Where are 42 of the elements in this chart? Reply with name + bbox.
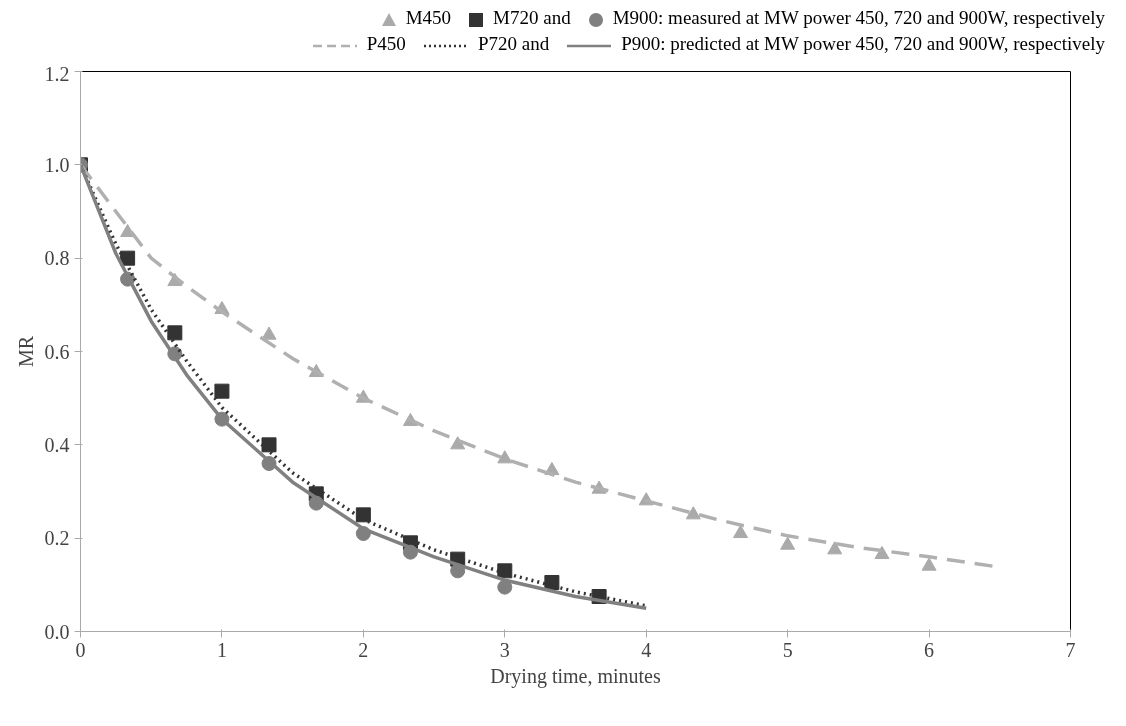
legend-item: M720 and bbox=[451, 7, 571, 28]
point bbox=[450, 436, 466, 450]
x-tick-label: 0 bbox=[75, 638, 86, 661]
legend-label: M720 and bbox=[493, 7, 571, 28]
point bbox=[497, 450, 513, 464]
point bbox=[261, 326, 277, 340]
legend-item: P720 and bbox=[405, 33, 550, 54]
legend-item: M450 bbox=[363, 7, 452, 28]
legend-label: P450 bbox=[366, 33, 406, 54]
y-tick-label: 1.2 bbox=[44, 62, 70, 85]
y-tick-label: 0.2 bbox=[44, 527, 70, 550]
legend-item: P450 bbox=[294, 33, 406, 54]
legend-item: M900: measured at MW power 450, 720 and 900W, respectively bbox=[570, 7, 1105, 28]
legend-label: P720 and bbox=[477, 33, 550, 54]
point bbox=[167, 325, 183, 341]
y-tick-label: 0.4 bbox=[44, 433, 70, 456]
x-tick-label: 3 bbox=[499, 638, 510, 661]
point bbox=[874, 545, 890, 560]
point bbox=[780, 536, 796, 550]
y-tick-label: 0.0 bbox=[44, 620, 70, 643]
point bbox=[921, 557, 937, 571]
point bbox=[497, 579, 513, 595]
x-tick-label: 6 bbox=[924, 638, 935, 661]
y-axis-title: MR bbox=[14, 335, 37, 368]
point bbox=[544, 575, 560, 590]
legend-item: P900: predicted at MW power 450, 720 and 900W, respectively bbox=[549, 33, 1105, 54]
y-tick-label: 0.6 bbox=[44, 340, 70, 363]
point bbox=[355, 507, 371, 523]
x-tick-label: 4 bbox=[641, 638, 652, 661]
legend-label: M450 bbox=[405, 7, 452, 28]
x-tick-label: 5 bbox=[782, 638, 793, 661]
point bbox=[261, 437, 277, 453]
point bbox=[685, 506, 701, 520]
y-tick-label: 1.0 bbox=[44, 153, 70, 176]
point bbox=[214, 383, 230, 399]
x-tick-label: 1 bbox=[216, 638, 227, 661]
point bbox=[733, 524, 749, 539]
point bbox=[827, 541, 843, 555]
y-tick-label: 0.8 bbox=[44, 247, 70, 270]
x-axis-title: Drying time, minutes bbox=[490, 664, 661, 688]
x-tick-label: 7 bbox=[1065, 638, 1076, 661]
x-tick-label: 2 bbox=[358, 638, 369, 661]
